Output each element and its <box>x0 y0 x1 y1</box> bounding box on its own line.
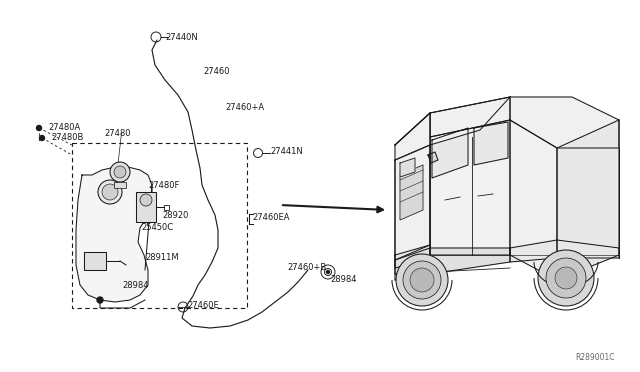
Bar <box>84 252 106 270</box>
Polygon shape <box>400 158 415 177</box>
Polygon shape <box>395 113 430 280</box>
Bar <box>114 182 126 188</box>
Circle shape <box>97 297 103 303</box>
Polygon shape <box>430 97 510 137</box>
Polygon shape <box>400 165 423 220</box>
Text: 27460+B: 27460+B <box>287 263 326 273</box>
Text: 28911M: 28911M <box>145 253 179 263</box>
Bar <box>163 205 168 209</box>
Circle shape <box>396 254 448 306</box>
Circle shape <box>102 184 118 200</box>
Circle shape <box>546 258 586 298</box>
Text: 28920: 28920 <box>162 212 188 221</box>
Text: 27480F: 27480F <box>148 182 179 190</box>
Text: 27480B: 27480B <box>51 134 83 142</box>
Text: 28984: 28984 <box>330 276 356 285</box>
Polygon shape <box>395 245 430 268</box>
Circle shape <box>403 261 441 299</box>
Text: R289001C: R289001C <box>575 353 614 362</box>
Polygon shape <box>430 120 510 255</box>
Polygon shape <box>474 122 508 165</box>
Text: 27441N: 27441N <box>270 148 303 157</box>
Polygon shape <box>432 128 468 178</box>
Polygon shape <box>510 120 557 280</box>
Text: 27480: 27480 <box>104 128 131 138</box>
Circle shape <box>114 166 126 178</box>
Circle shape <box>140 194 152 206</box>
Circle shape <box>40 135 45 141</box>
Polygon shape <box>510 240 619 262</box>
Text: 27460+A: 27460+A <box>225 103 264 112</box>
Circle shape <box>538 250 594 306</box>
Polygon shape <box>395 97 510 160</box>
Bar <box>136 192 156 222</box>
Text: 27480A: 27480A <box>48 124 80 132</box>
Polygon shape <box>510 97 619 148</box>
Polygon shape <box>395 248 510 274</box>
Text: 28984: 28984 <box>122 282 148 291</box>
Text: 27460EA: 27460EA <box>252 214 289 222</box>
Polygon shape <box>428 152 438 163</box>
Circle shape <box>555 267 577 289</box>
Polygon shape <box>557 120 619 280</box>
Polygon shape <box>395 145 430 260</box>
Polygon shape <box>76 167 152 302</box>
Text: 27440N: 27440N <box>165 33 198 42</box>
Circle shape <box>98 180 122 204</box>
Circle shape <box>36 125 42 131</box>
Circle shape <box>410 268 434 292</box>
Bar <box>72 143 247 308</box>
Text: 27460E: 27460E <box>187 301 219 311</box>
Text: 25450C: 25450C <box>141 224 173 232</box>
Circle shape <box>110 162 130 182</box>
Circle shape <box>326 270 330 273</box>
Text: 27460: 27460 <box>203 67 230 77</box>
